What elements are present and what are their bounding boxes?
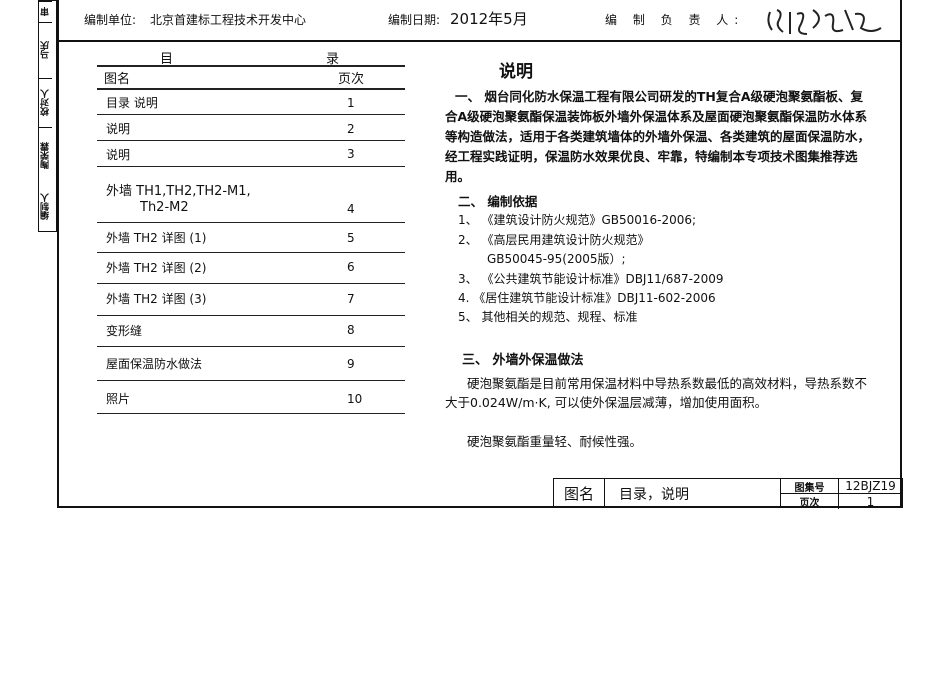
title-block: 图名 目录，说明 图集号 12BJZ19 页次 1 xyxy=(553,478,903,509)
drawing-frame xyxy=(57,0,902,508)
toc-row-name-cont: Th2-M2 xyxy=(140,200,189,215)
notes-section-1: 一、 烟台同化防水保温工程有限公司研发的TH复合A级硬泡聚氨酯板、复合A级硬泡聚… xyxy=(445,89,871,184)
date-label: 编制日期: xyxy=(388,13,441,27)
basis-item: 4. 《居住建筑节能设计标准》DBJ11-602-2006 xyxy=(458,291,716,305)
page-number: 1 xyxy=(866,494,875,509)
unit-value: 北京首建标工程技术开发中心 xyxy=(150,13,307,27)
date-value: 2012年5月 xyxy=(450,10,528,28)
side-label: 编制人 xyxy=(41,193,51,221)
side-label: 马庆 xyxy=(39,22,52,78)
toc-divider xyxy=(97,252,405,253)
toc-row-name: 外墙 TH1,TH2,TH2-M1, xyxy=(106,184,251,199)
toc-title-right: 录 xyxy=(326,52,340,67)
notes-section-3-para: 硬泡聚氨酯是目前常用保温材料中导热系数最低的高效材料，导热系数不大于0.024W… xyxy=(445,376,868,410)
header-divider xyxy=(57,40,902,42)
toc-row-name: 外墙 TH2 详图 (2) xyxy=(106,261,207,275)
toc-divider xyxy=(97,114,405,115)
responsible-label: 编 制 负 责 人: xyxy=(605,13,745,27)
toc-divider xyxy=(97,315,405,316)
toc-col-page: 页次 xyxy=(338,72,365,87)
side-signature-strip: 审 马庆 校对人 陶荣霖 编制人 xyxy=(38,0,57,232)
basis-item: GB50045-95(2005版）; xyxy=(487,252,626,266)
notes-section-3-title: 三、 外墙外保温做法 xyxy=(462,353,584,368)
notes-section-2-title: 二、 编制依据 xyxy=(458,194,538,209)
toc-row-name: 目录 说明 xyxy=(106,96,158,110)
signature xyxy=(767,9,882,35)
toc-row-name: 说明 xyxy=(106,122,131,136)
toc-row-name: 外墙 TH2 详图 (3) xyxy=(106,292,207,306)
toc-row-page: 9 xyxy=(347,357,355,371)
title-block-name: 目录，说明 xyxy=(605,479,781,508)
toc-row-page: 3 xyxy=(347,147,355,161)
toc-row-page: 8 xyxy=(347,323,355,337)
side-label: 审 xyxy=(39,1,52,22)
toc-divider xyxy=(97,88,405,90)
side-label: 陶荣霖 xyxy=(39,127,52,183)
toc-row-page: 2 xyxy=(347,122,355,136)
toc-divider xyxy=(97,346,405,347)
title-block-name-label: 图名 xyxy=(554,479,605,508)
toc-divider xyxy=(97,166,405,167)
toc-row-name: 说明 xyxy=(106,148,131,162)
basis-item: 5、 其他相关的规范、规程、标准 xyxy=(458,310,638,324)
basis-item: 3、 《公共建筑节能设计标准》DBJ11/687-2009 xyxy=(458,272,724,286)
atlas-label: 图集号 xyxy=(781,479,839,494)
toc-divider xyxy=(97,65,405,67)
page-label: 页次 xyxy=(781,494,839,509)
toc-row-name: 屋面保温防水做法 xyxy=(106,357,203,371)
side-label: 校对人 xyxy=(39,78,52,127)
toc-col-name: 图名 xyxy=(104,72,131,87)
toc-row-page: 7 xyxy=(347,292,355,306)
notes-section-3-para: 硬泡聚氨酯重量轻、耐候性强。 xyxy=(467,434,643,449)
unit-label: 编制单位: xyxy=(84,13,137,27)
basis-item: 1、 《建筑设计防火规范》GB50016-2006; xyxy=(458,213,697,227)
toc-row-page: 1 xyxy=(347,96,355,110)
toc-row-name: 变形缝 xyxy=(106,324,143,338)
toc-row-page: 10 xyxy=(347,392,363,406)
toc-row-name: 照片 xyxy=(106,392,131,406)
basis-item: 2、 《高层民用建筑设计防火规范》 xyxy=(458,233,650,247)
toc-divider xyxy=(97,380,405,381)
toc-divider xyxy=(97,413,405,414)
toc-divider xyxy=(97,140,405,141)
toc-row-page: 6 xyxy=(347,260,355,274)
toc-row-name: 外墙 TH2 详图 (1) xyxy=(106,231,207,245)
atlas-number: 12BJZ19 xyxy=(839,479,902,494)
toc-row-page: 5 xyxy=(347,231,355,245)
toc-row-page: 4 xyxy=(347,202,355,216)
toc-divider xyxy=(97,283,405,284)
notes-title: 说明 xyxy=(499,62,533,82)
toc-title-left: 目 xyxy=(160,52,174,67)
toc-divider xyxy=(97,222,405,223)
